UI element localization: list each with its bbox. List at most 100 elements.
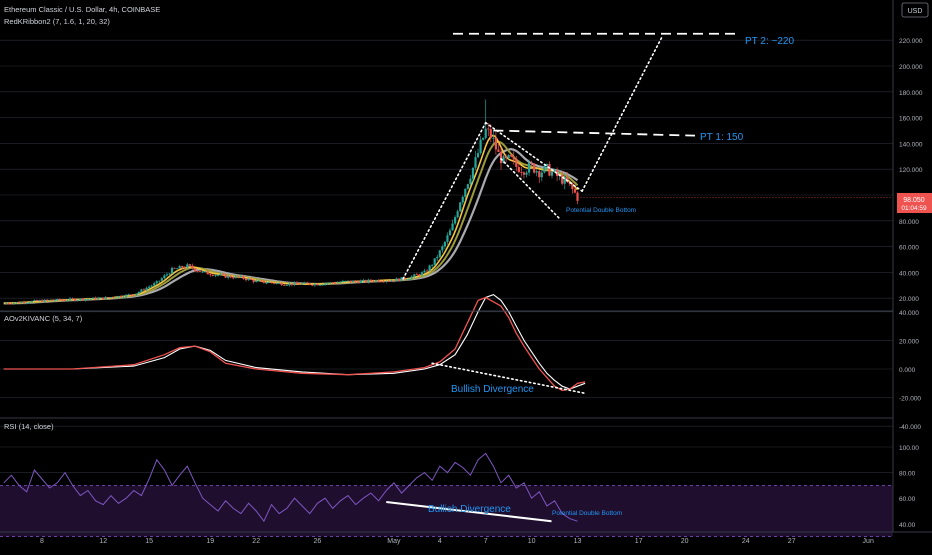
time-tick-label: 19 [206,538,214,545]
candle-body [530,162,533,164]
candle-body [204,271,207,273]
candle-body [170,267,174,274]
candle-body [219,274,222,276]
price-tick-label: 160.000 [899,116,923,123]
candle-body [545,163,548,166]
currency-label: USD [908,8,923,15]
rsi-legend[interactable]: RSI (14, close) [4,422,54,431]
currency-button[interactable] [901,2,929,18]
candle-body [576,192,579,201]
candle-body [392,280,395,282]
candle-body [63,300,67,301]
candle-body [372,281,375,282]
aov-legend[interactable]: AOv2KIVANC (5, 34, 7) [4,314,83,323]
candle-body [160,278,163,281]
candle-body [543,165,546,173]
candle-body [168,273,171,275]
candle-body [451,223,454,231]
candle-body [173,267,176,269]
candle-body [298,283,301,285]
time-tick-label: 22 [252,538,260,545]
candle-body [196,270,199,272]
price-tick-label: 80.000 [899,219,919,226]
candle-body [81,298,84,301]
candle-body [165,274,169,276]
symbol-legend[interactable]: Ethereum Classic / U.S. Dollar, 4h, COIN… [4,5,160,14]
candle-body [425,270,429,272]
candle-body [104,297,107,300]
pt1-label: PT 1: 150 [700,132,744,143]
time-scale[interactable]: 8 12 15 19 22 26 May 4 7 10 13 17 20 24 27 Jun [40,538,874,545]
candle-body [548,163,551,176]
candle-body [91,297,95,299]
candle-body [193,268,197,271]
candle-body [313,283,316,286]
candle-body [5,303,8,305]
flag-upper-line [484,121,583,192]
candle-body [316,283,319,286]
candle-body [43,299,46,302]
candle-body [28,302,31,304]
time-tick-label: 26 [314,538,322,545]
candle-body [344,280,347,282]
candle-body [280,282,283,286]
candle-body [112,297,115,299]
candle-body [321,284,324,286]
candle-body [382,281,385,283]
candle-body [232,277,235,279]
aov-tick-label: 20.000 [899,338,919,345]
price-scale[interactable]: 20.00040.00060.00080.000100.000120.00014… [899,38,923,529]
time-tick-label: 7 [484,538,488,545]
candle-body [262,280,265,283]
double-bottom-label-price: Potential Double Bottom [566,207,636,214]
candle-body [367,279,370,283]
candle-body [94,297,97,300]
candle-body [71,298,74,300]
candle-body [563,177,566,184]
time-tick-label: 13 [574,538,582,545]
candle-body [413,274,416,277]
candle-body [130,294,133,296]
double-bottom-label-rsi: Potential Double Bottom [552,510,622,517]
candle-body [550,171,554,176]
candle-body [56,299,59,301]
candle-body [244,278,248,281]
candle-body [456,211,459,218]
aov-tick-label: -20.000 [899,396,921,403]
candle-body [339,282,342,283]
candle-body [145,287,148,291]
candle-body [102,297,105,300]
price-tick-label: 220.000 [899,38,923,45]
candle-body [510,154,513,157]
candle-body [512,156,515,160]
candle-body [354,280,357,282]
time-tick-label: Jun [863,538,874,545]
candle-body [229,275,232,278]
candle-body [346,280,350,282]
candle-body [357,281,360,283]
candle-body [359,280,362,283]
ribbon-legend[interactable]: RedKRibbon2 (7, 1.6, 1, 20, 32) [4,17,110,26]
candle-body [405,279,408,281]
candle-body [290,283,293,285]
candle-body [364,280,367,283]
candle-body [237,276,240,278]
candle-body [76,299,79,301]
candle-body [400,277,403,281]
candle-body [454,217,457,224]
candle-body [267,282,271,283]
candle-body [469,178,472,185]
candle-body [484,128,487,138]
candle-body [99,297,102,299]
candle-body [538,171,541,178]
aov-divergence-line [431,362,586,395]
candle-body [476,153,480,158]
candle-body [410,276,413,279]
candle-body [114,297,118,299]
candle-body [497,149,500,152]
candle-body [206,271,209,275]
time-tick-label: May [387,538,401,545]
flag-lower-line [500,158,560,220]
candle-body [507,154,510,159]
candle-body [86,298,89,300]
